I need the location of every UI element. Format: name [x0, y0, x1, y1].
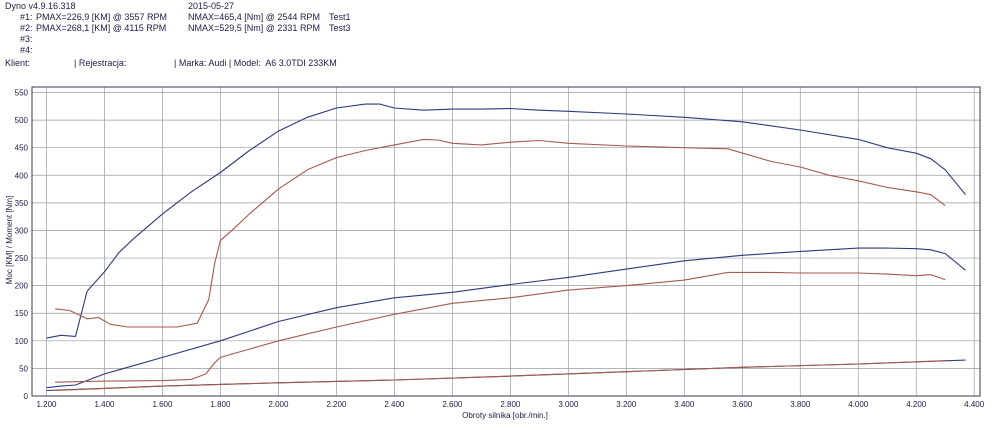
x-tick-label: 3.000 [558, 400, 579, 409]
x-tick-label: 4.000 [848, 400, 869, 409]
run-1-name: Test1 [329, 12, 351, 22]
report-date: 2015-05-27 [188, 1, 235, 11]
x-tick-label: 1.200 [36, 400, 57, 409]
y-tick-label: 450 [15, 144, 29, 153]
plot-border [31, 86, 981, 397]
y-tick-label: 200 [15, 282, 29, 291]
x-tick-label: 3.600 [732, 400, 753, 409]
run-2-nmax: NMAX=529,5 [Nm] @ 2331 RPM [188, 23, 320, 33]
y-tick-label: 100 [15, 337, 29, 346]
x-tick-label: 1.400 [94, 400, 115, 409]
y-tick-label: 500 [15, 116, 29, 125]
y-tick-label: 150 [15, 309, 29, 318]
x-tick-label: 4.400 [964, 400, 985, 409]
y-tick-label: 550 [15, 89, 29, 98]
axis-ticks: 0 50 100 150 200 250 300 350 400 450 500 550 1.200 1.… [15, 89, 985, 409]
run-2-pmax: PMAX=268,1 [KM] @ 4115 RPM [36, 23, 167, 33]
x-tick-label: 1.600 [152, 400, 173, 409]
y-tick-label: 400 [15, 171, 29, 180]
run-1-pmax: PMAX=226,9 [KM] @ 3557 RPM [36, 12, 167, 22]
run-3-id: #3: [20, 34, 33, 44]
y-tick-label: 0 [24, 392, 29, 401]
x-tick-label: 3.800 [790, 400, 811, 409]
run-2-id: #2: [20, 23, 33, 33]
x-tick-label: 4.200 [906, 400, 927, 409]
x-tick-label: 1.800 [210, 400, 231, 409]
run-4-id: #4: [20, 45, 33, 55]
series-line-1 [46, 103, 966, 339]
y-tick-label: 300 [15, 226, 29, 235]
x-tick-label: 2.400 [384, 400, 405, 409]
series-line-4 [55, 271, 946, 383]
series-line-2 [55, 138, 946, 328]
y-tick-label: 350 [15, 199, 29, 208]
y-tick-label: 250 [15, 254, 29, 263]
x-tick-label: 3.400 [674, 400, 695, 409]
series-group [46, 103, 966, 392]
registration-label: | Rejestracja: [74, 58, 127, 68]
y-axis-label: Moc [KM] / Moment [Nm] [5, 196, 14, 284]
run-1-id: #1: [20, 12, 33, 22]
series-line-3 [46, 247, 966, 389]
client-label: Klient: [5, 58, 31, 68]
y-tick-label: 50 [19, 364, 28, 373]
run-1-nmax: NMAX=465,4 [Nm] @ 2544 RPM [188, 12, 320, 22]
x-tick-label: 2.000 [268, 400, 289, 409]
vehicle-make-model: | Marka: Audi | Model: A6 3.0TDI 233KM [174, 58, 337, 68]
x-tick-label: 2.800 [500, 400, 521, 409]
x-tick-label: 3.200 [616, 400, 637, 409]
x-tick-label: 2.200 [326, 400, 347, 409]
plot-frame [31, 86, 981, 397]
app-version: Dyno v4.9.16.318 [5, 1, 76, 11]
x-tick-label: 2.600 [442, 400, 463, 409]
grid [32, 87, 980, 397]
series-line-6 [55, 360, 946, 392]
run-2-name: Test3 [329, 23, 351, 33]
x-axis-label: Obroty silnika [obr./min.] [462, 411, 548, 420]
